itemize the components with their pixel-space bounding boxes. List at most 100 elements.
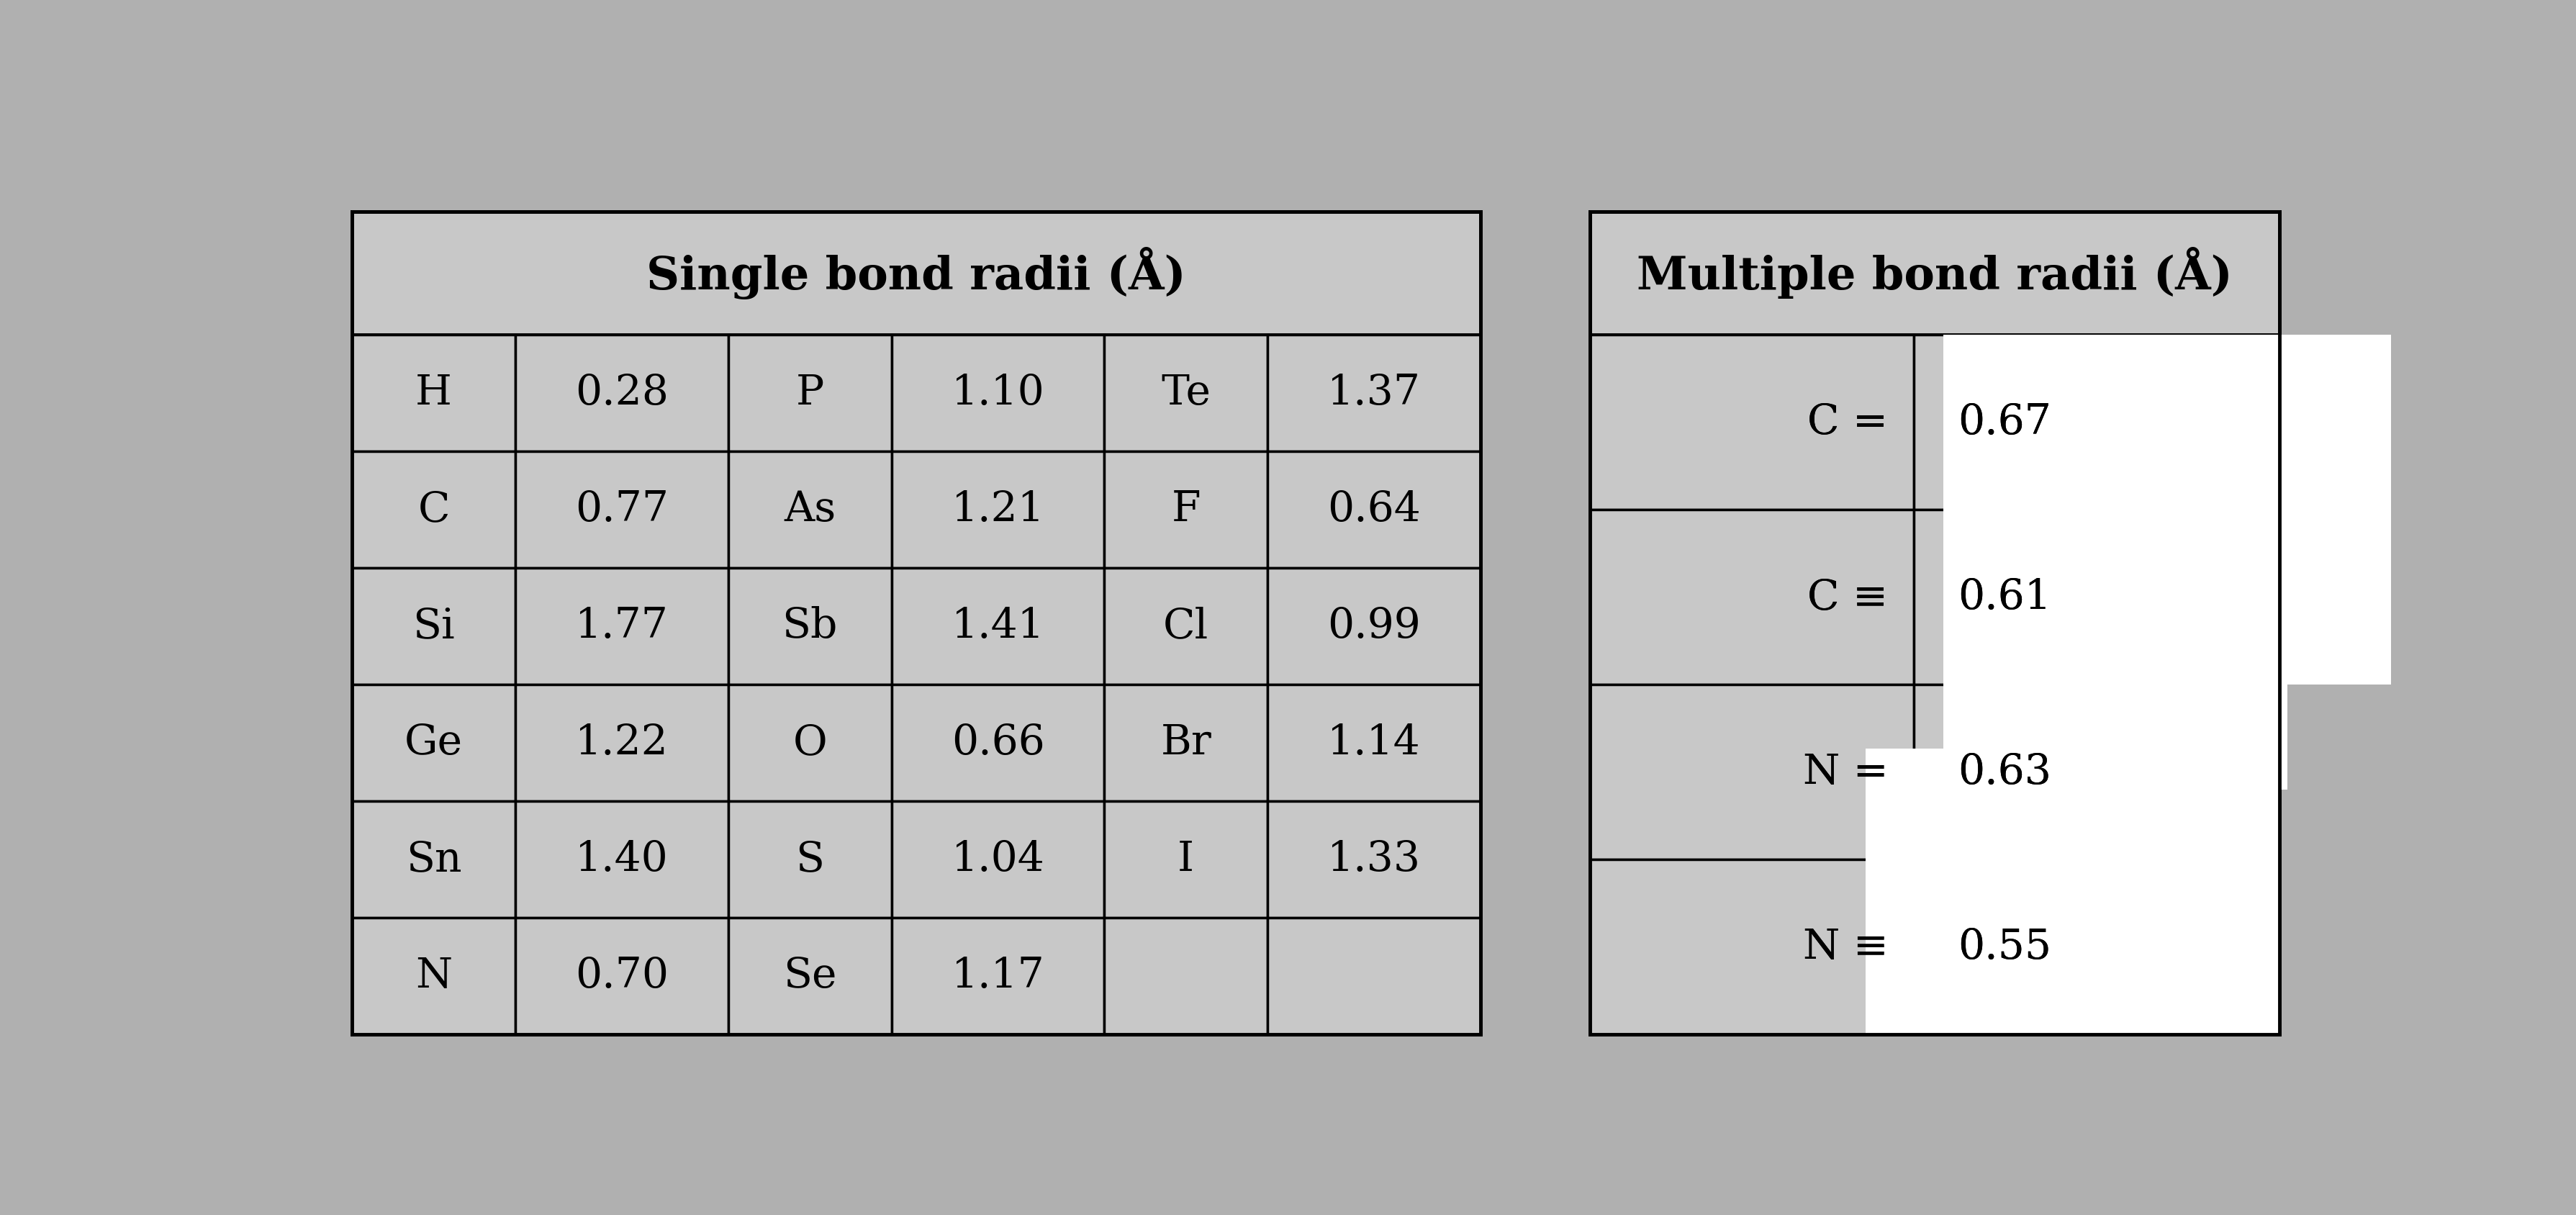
Text: 1.22: 1.22 <box>574 723 667 763</box>
Text: C =: C = <box>1806 402 1888 442</box>
Text: N ≡: N ≡ <box>1803 927 1888 967</box>
Text: 0.61: 0.61 <box>1958 577 2050 617</box>
Bar <box>515 569 729 685</box>
Bar <box>1865 748 2277 1035</box>
Bar <box>729 685 891 802</box>
Text: Se: Se <box>783 956 837 996</box>
Text: 1.37: 1.37 <box>1327 373 1419 413</box>
Bar <box>729 335 891 452</box>
Text: N =: N = <box>1803 752 1888 792</box>
Bar <box>1267 919 1479 1034</box>
Bar <box>891 452 1105 569</box>
Bar <box>891 802 1105 919</box>
Bar <box>1942 685 2287 790</box>
Bar <box>353 211 1479 1035</box>
Bar <box>353 335 515 452</box>
Text: N ≡: N ≡ <box>1803 927 1888 967</box>
Bar <box>1589 211 2277 335</box>
Text: 0.70: 0.70 <box>574 956 667 996</box>
Text: Cl: Cl <box>1162 606 1208 646</box>
Bar <box>1914 335 2280 510</box>
Text: F: F <box>1172 490 1200 530</box>
Bar <box>891 335 1105 452</box>
Text: 1.14: 1.14 <box>1327 723 1419 763</box>
Text: 0.55: 0.55 <box>1958 927 2050 967</box>
Text: As: As <box>783 490 835 530</box>
Bar <box>1589 335 1914 510</box>
Bar <box>729 919 891 1034</box>
Bar <box>515 335 729 452</box>
Text: 0.55: 0.55 <box>1958 927 2050 967</box>
Text: Si: Si <box>412 606 456 646</box>
Text: 0.66: 0.66 <box>951 723 1043 763</box>
Text: 1.04: 1.04 <box>951 840 1043 880</box>
Text: Ge: Ge <box>404 723 464 763</box>
Bar <box>515 919 729 1034</box>
Bar <box>1914 510 2280 685</box>
Text: Sn: Sn <box>407 840 461 880</box>
Bar <box>729 569 891 685</box>
Bar <box>1589 860 1914 1034</box>
Bar <box>1589 685 1914 860</box>
Bar <box>353 569 515 685</box>
Text: C: C <box>417 490 451 530</box>
Text: 1.77: 1.77 <box>574 606 667 646</box>
Bar <box>353 452 515 569</box>
Text: Br: Br <box>1159 723 1211 763</box>
Text: 0.28: 0.28 <box>574 373 667 413</box>
Bar <box>891 685 1105 802</box>
Text: 0.67: 0.67 <box>1958 402 2050 442</box>
Bar <box>353 211 1479 335</box>
Bar <box>353 685 515 802</box>
Bar <box>729 452 891 569</box>
Bar <box>1914 860 2280 1034</box>
Text: N: N <box>415 956 453 996</box>
Bar <box>1589 510 1914 685</box>
Bar <box>891 569 1105 685</box>
Text: N =: N = <box>1803 752 1888 792</box>
Bar <box>1589 211 2277 1035</box>
Bar <box>1267 335 1479 452</box>
Text: 1.41: 1.41 <box>951 606 1043 646</box>
Text: Multiple bond radii (Å): Multiple bond radii (Å) <box>1636 247 2231 299</box>
Text: 1.17: 1.17 <box>951 956 1043 996</box>
Bar <box>353 211 1479 1035</box>
Text: 0.61: 0.61 <box>1958 577 2050 617</box>
Bar <box>1267 452 1479 569</box>
Text: 0.67: 0.67 <box>1958 402 2050 442</box>
Text: Sb: Sb <box>783 606 837 646</box>
Text: H: H <box>415 373 451 413</box>
Bar <box>1105 452 1267 569</box>
Text: Single bond radii (Å): Single bond radii (Å) <box>647 247 1185 299</box>
Text: C ≡: C ≡ <box>1806 577 1888 617</box>
Bar <box>1105 919 1267 1034</box>
Bar <box>1914 685 2280 860</box>
Text: Te: Te <box>1162 373 1211 413</box>
Bar <box>729 802 891 919</box>
Text: 0.64: 0.64 <box>1327 490 1419 530</box>
Bar <box>353 919 515 1034</box>
Bar <box>353 802 515 919</box>
Bar <box>1105 335 1267 452</box>
Text: I: I <box>1177 840 1195 880</box>
Bar <box>515 452 729 569</box>
Text: 0.99: 0.99 <box>1327 606 1419 646</box>
Text: P: P <box>796 373 824 413</box>
Bar <box>1267 569 1479 685</box>
Text: 1.21: 1.21 <box>951 490 1043 530</box>
Text: S: S <box>796 840 824 880</box>
Text: O: O <box>793 723 827 763</box>
Text: C ≡: C ≡ <box>1806 577 1888 617</box>
Bar <box>1589 211 2277 1035</box>
Text: C =: C = <box>1806 402 1888 442</box>
Text: 0.63: 0.63 <box>1958 752 2050 792</box>
Bar <box>1105 802 1267 919</box>
Bar <box>1267 802 1479 919</box>
Text: 0.77: 0.77 <box>574 490 667 530</box>
Bar <box>515 685 729 802</box>
Text: 1.33: 1.33 <box>1327 840 1419 880</box>
Bar <box>1105 569 1267 685</box>
Bar <box>891 919 1105 1034</box>
Text: 1.40: 1.40 <box>574 840 667 880</box>
Text: 1.10: 1.10 <box>951 373 1043 413</box>
